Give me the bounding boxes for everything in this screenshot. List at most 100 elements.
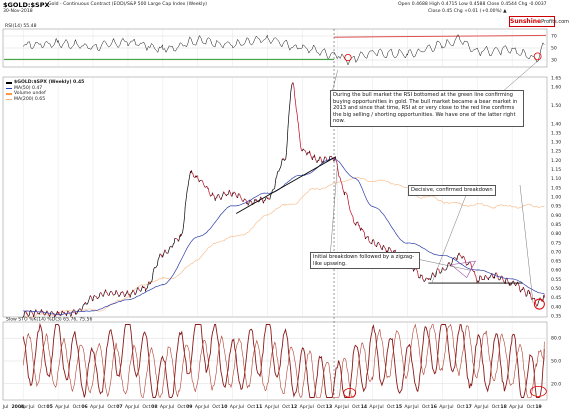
stoch-current-circle [529,385,547,397]
support-trendline [236,156,336,214]
price-segment [287,118,289,129]
price-segment [245,199,247,201]
price-segment [218,194,220,198]
price-segment [291,83,293,88]
price-segment [516,283,518,285]
x-tick-label: Jul [28,404,35,410]
price-segment [83,303,85,305]
price-segment [377,242,379,244]
price-segment [297,120,299,125]
current-low-circle [533,298,545,310]
price-segment [239,194,241,197]
price-segment [538,299,540,302]
main-tick-label: 1.15 [551,167,561,173]
price-segment [219,196,221,199]
price-segment [378,242,380,245]
price-segment [526,292,528,296]
rsi-legend: RSI(14) 55.48 [5,23,37,29]
price-segment [432,272,434,274]
price-segment [295,102,297,111]
price-segment [126,290,129,293]
annotation-pointer [431,184,471,284]
price-segment [78,308,81,310]
price-segment [273,187,275,190]
main-layer [22,82,545,318]
price-segment [430,277,432,281]
price-segment [355,222,357,226]
price-segment [158,256,160,259]
price-segment [247,203,250,206]
price-segment [351,215,354,217]
price-segment [115,290,118,292]
x-tick-label: Jul [447,404,454,410]
x-tick-label: Apr [335,404,343,410]
price-segment [71,311,74,313]
price-segment [284,158,287,161]
price-segment [267,197,269,200]
price-segment [177,240,180,242]
price-segment [481,278,484,281]
price-segment [444,269,447,271]
legend-swatch [6,82,12,84]
price-segment [363,231,366,236]
price-segment [417,272,419,278]
price-segment [439,272,442,274]
price-segment [360,227,363,230]
price-segment [73,309,76,311]
price-segment [269,196,271,200]
price-segment [231,192,234,197]
price-segment [235,195,238,198]
price-segment [419,274,421,279]
rsi-red-resistance-line [334,34,547,38]
price-segment [298,132,301,139]
price-segment [324,156,326,158]
price-segment [344,191,347,193]
price-segment [342,189,345,193]
price-segment [525,295,528,297]
price-segment [94,295,96,297]
price-segment [485,275,487,277]
price-segment [345,192,347,194]
x-tick-label: Oct [527,404,535,410]
price-segment [144,287,146,290]
close-readout: Close 0.45 Chg +0.01 (+0.00%) ▲ [428,9,507,14]
price-segment [244,198,246,200]
x-tick-label: Apr [474,404,482,410]
price-segment [203,183,205,186]
price-segment [111,291,113,294]
price-segment [520,289,523,291]
price-segment [31,312,34,315]
price-segment [309,153,312,157]
price-segment [70,314,72,317]
price-segment [220,197,222,200]
price-segment [518,285,521,291]
price-segment [178,235,181,241]
price-segment [380,247,382,249]
price-segment [92,296,95,299]
price-segment [499,278,501,281]
price-segment [67,310,69,313]
price-segment [462,255,465,257]
main-tick-label: 1.50 [551,103,561,109]
price-segment [213,195,215,199]
price-segment [454,257,456,259]
main-tick-label: 1.65 [551,76,561,82]
price-segment [314,158,317,161]
price-segment [181,232,183,234]
price-segment [374,245,377,247]
chart-symbol: $GOLD:$SPX [3,1,50,9]
price-segment [112,293,114,296]
price-segment [358,225,361,229]
price-segment [140,287,143,291]
price-segment [230,192,232,197]
stoch-legend: Slow STO %K(14) %D(3) 65.76, 75.56 [6,317,92,323]
price-segment [203,185,206,188]
price-segment [145,289,147,292]
price-segment [129,294,132,298]
price-segment [478,279,480,283]
price-segment [206,186,208,189]
price-segment [235,193,237,196]
legend-label: Volume undef [14,91,46,97]
price-segment [110,290,113,293]
